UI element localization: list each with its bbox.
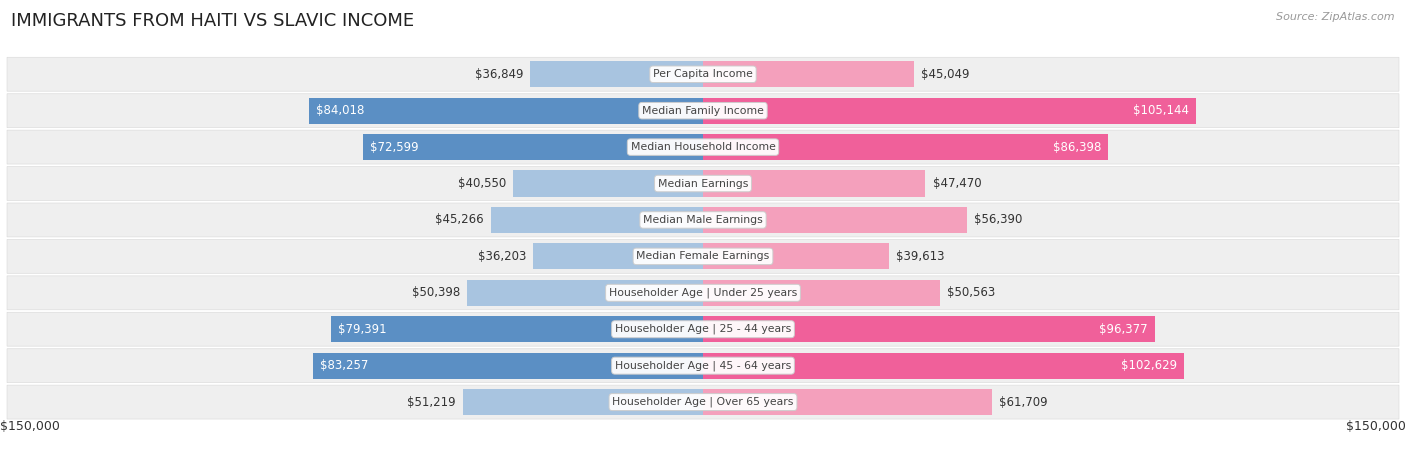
Text: IMMIGRANTS FROM HAITI VS SLAVIC INCOME: IMMIGRANTS FROM HAITI VS SLAVIC INCOME [11,12,415,30]
Bar [703,316,1154,342]
Text: Householder Age | Over 65 years: Householder Age | Over 65 years [612,397,794,407]
FancyBboxPatch shape [7,276,1399,310]
Bar [703,280,941,306]
Bar [312,353,703,379]
Text: $51,219: $51,219 [408,396,456,409]
Bar [463,389,703,415]
Bar [363,134,703,160]
Text: Median Earnings: Median Earnings [658,178,748,189]
Text: $84,018: $84,018 [316,104,364,117]
FancyBboxPatch shape [7,57,1399,91]
Bar [513,170,703,197]
Bar [530,61,703,87]
Text: $50,563: $50,563 [948,286,995,299]
Text: Source: ZipAtlas.com: Source: ZipAtlas.com [1277,12,1395,21]
Bar [491,207,703,233]
Bar [703,353,1184,379]
Bar [703,389,993,415]
Text: $45,049: $45,049 [921,68,970,81]
Bar [703,134,1108,160]
Text: Householder Age | 45 - 64 years: Householder Age | 45 - 64 years [614,361,792,371]
Bar [703,243,889,269]
Text: $56,390: $56,390 [974,213,1022,226]
Text: $150,000: $150,000 [0,420,60,433]
Bar [703,61,914,87]
Bar [330,316,703,342]
Text: $105,144: $105,144 [1133,104,1188,117]
Text: Per Capita Income: Per Capita Income [652,69,754,79]
Text: $79,391: $79,391 [337,323,387,336]
Text: $36,203: $36,203 [478,250,526,263]
Text: Median Male Earnings: Median Male Earnings [643,215,763,225]
Text: Median Female Earnings: Median Female Earnings [637,251,769,262]
Text: $150,000: $150,000 [1346,420,1406,433]
Bar [703,170,925,197]
Text: $83,257: $83,257 [319,359,368,372]
Bar [533,243,703,269]
Text: $47,470: $47,470 [932,177,981,190]
Text: $86,398: $86,398 [1053,141,1101,154]
FancyBboxPatch shape [7,94,1399,127]
Bar [309,98,703,124]
Bar [703,207,967,233]
Text: $61,709: $61,709 [1000,396,1047,409]
Text: $40,550: $40,550 [458,177,506,190]
Text: $102,629: $102,629 [1121,359,1177,372]
Text: $50,398: $50,398 [412,286,460,299]
FancyBboxPatch shape [7,130,1399,164]
Bar [703,98,1195,124]
Text: $96,377: $96,377 [1099,323,1147,336]
FancyBboxPatch shape [7,312,1399,346]
FancyBboxPatch shape [7,385,1399,419]
Text: $45,266: $45,266 [436,213,484,226]
FancyBboxPatch shape [7,240,1399,273]
Text: Householder Age | Under 25 years: Householder Age | Under 25 years [609,288,797,298]
FancyBboxPatch shape [7,167,1399,200]
Bar [467,280,703,306]
Text: $39,613: $39,613 [896,250,945,263]
Text: $36,849: $36,849 [475,68,523,81]
Text: Householder Age | 25 - 44 years: Householder Age | 25 - 44 years [614,324,792,334]
Text: Median Family Income: Median Family Income [643,106,763,116]
FancyBboxPatch shape [7,349,1399,382]
Text: Median Household Income: Median Household Income [630,142,776,152]
FancyBboxPatch shape [7,203,1399,237]
Text: $72,599: $72,599 [370,141,419,154]
